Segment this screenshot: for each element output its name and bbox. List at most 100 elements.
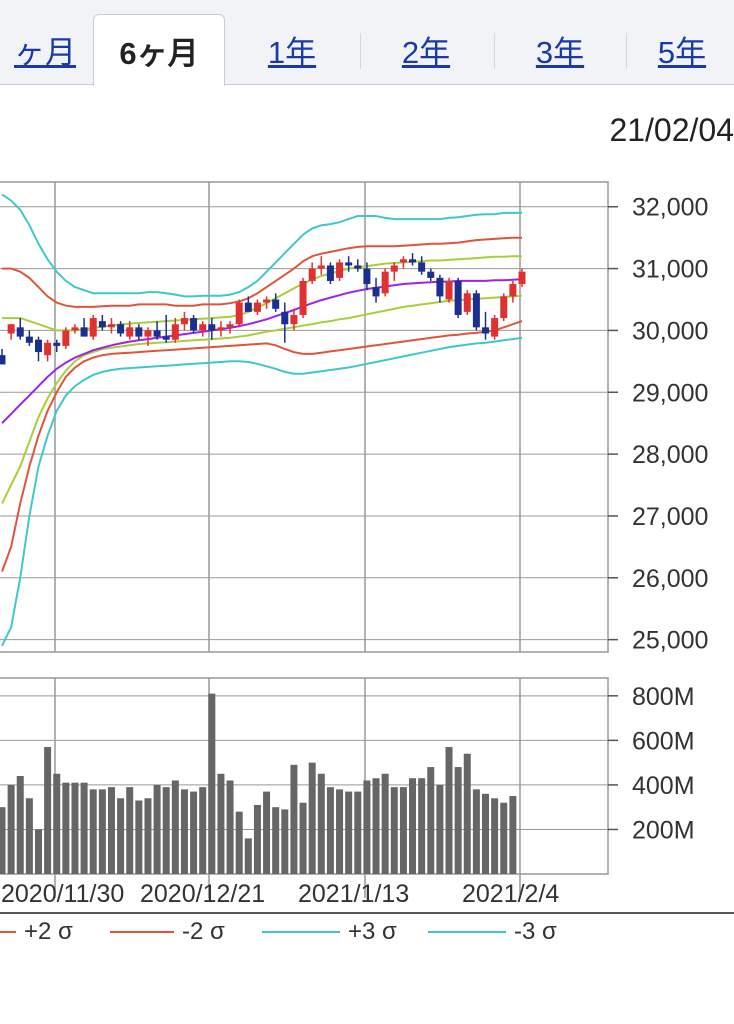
candle-body [180,318,188,325]
candle-body [482,327,490,334]
candle-body [427,271,435,278]
tab-3-years[interactable]: 3年 [535,34,585,70]
candle-body [445,280,453,300]
volume-bar [226,780,234,874]
volume-bar [472,789,480,874]
price-tick-label: 29,000 [632,379,708,407]
tab-5-years[interactable]: 5年 [657,34,707,70]
tab-2-years[interactable]: 2年 [401,34,451,70]
price-tick-label: 28,000 [632,441,708,469]
legend-label: -2 σ [182,918,225,945]
volume-bar [427,767,435,874]
volume-bar [418,778,426,874]
plus1sigma-line [2,255,522,332]
volume-bar [308,762,316,874]
candle-body [381,271,389,294]
candle-body [509,284,517,297]
volume-bar [199,787,207,874]
volume-bar [135,800,143,874]
volume-bar [190,791,198,874]
legend-label: +2 σ [24,918,73,945]
candle-body [272,299,280,309]
candle-body [299,280,307,315]
price-plot-frame [0,181,609,653]
volume-bar [445,747,453,874]
candle-body [190,318,198,331]
candle-body [418,262,426,272]
candle-body [171,324,179,340]
candle-body [409,259,417,263]
volume-bar [80,782,88,874]
price-tick-label: 27,000 [632,503,708,531]
volume-bar [71,782,79,874]
volume-bar [34,829,42,874]
volume-bar [354,791,362,874]
x-tick-label: 2020/11/30 [1,880,124,908]
minus3sigma-line [1,336,523,647]
volume-bar [253,804,261,874]
tab-6-months[interactable]: 6ヶ月 [93,14,225,86]
candle-body [107,324,115,328]
volume-bar [0,807,6,874]
candle-body [0,355,6,365]
tab-separator [626,33,627,69]
volume-bar [162,787,170,874]
tab-3-months[interactable]: ヶ月 [14,34,76,70]
candle-body [226,324,234,328]
volume-bar [326,787,334,874]
volume-bar [409,778,417,874]
volume-bar [16,776,24,874]
candle-body [7,324,15,334]
candle-body [217,327,225,331]
volume-bar [117,798,125,874]
volume-bar [7,784,15,874]
price-tick-label: 25,000 [632,627,708,655]
volume-bar [491,798,499,874]
candle-body [326,265,334,281]
volume-bar [345,791,353,874]
tab-separator [360,33,361,69]
candle-body [44,342,52,356]
volume-bar [363,780,371,874]
tab-1-year[interactable]: 1年 [267,34,317,70]
volume-bar [25,798,33,874]
volume-bar [180,789,188,874]
x-tick-label: 2020/12/21 [140,880,265,908]
candle-body [53,342,61,346]
candle-body [518,271,526,285]
price-tick-label: 31,000 [632,256,708,284]
volume-bar [44,747,52,874]
candle-body [235,302,243,325]
candle-body [472,293,480,328]
volume-bar [381,773,389,874]
legend-line [428,931,506,933]
volume-bar [217,773,225,874]
legend-item-minus2sigma: -2 σ [110,918,225,946]
volume-bar [317,773,325,874]
candle-body [62,330,70,346]
volume-bar [372,778,380,874]
candle-body [354,265,362,269]
candle-body [454,280,462,315]
candle-body [390,265,398,272]
price-tick-label: 26,000 [632,565,708,593]
plus2sigma-line [2,236,522,308]
legend-item-plus2sigma: +2 σ [0,918,73,946]
volume-tick-label: 600M [632,727,695,755]
volume-bar [436,784,444,874]
legend-item-plus3sigma: +3 σ [262,918,397,946]
legend-line [0,931,16,933]
period-tabs: ヶ月 6ヶ月 1年 2年 3年 5年 [0,0,734,86]
volume-tick-label: 200M [632,816,695,844]
volume-bar [399,787,407,874]
candle-body [162,336,170,340]
legend-line [110,931,174,933]
candle-body [126,327,134,337]
legend-label: -3 σ [514,918,557,945]
volume-bar [509,796,517,874]
candle-body [98,321,106,328]
volume-bar [500,802,508,874]
volume-bar [390,787,398,874]
candle-body [463,293,471,312]
candle-body [308,268,316,281]
